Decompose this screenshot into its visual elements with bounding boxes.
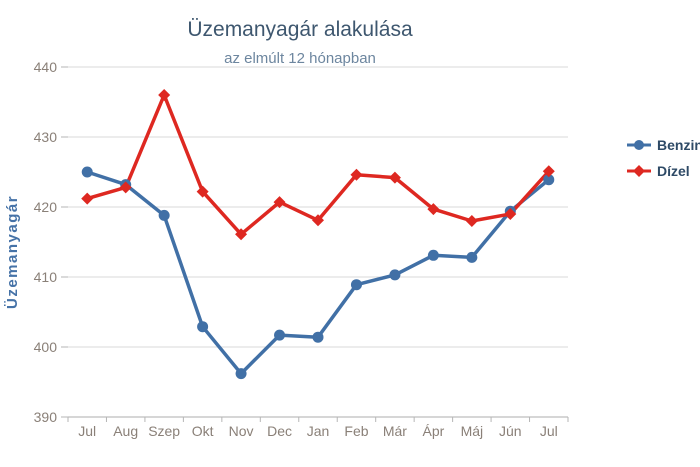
benzin-point-7[interactable] xyxy=(350,279,362,291)
legend-label-benzin: Benzin xyxy=(657,137,700,153)
dizel-line-diamond-marker-icon xyxy=(627,165,651,177)
dzel-point-3[interactable] xyxy=(196,185,209,198)
dzel-point-5[interactable] xyxy=(273,196,286,209)
legend-item-benzin[interactable]: Benzin xyxy=(627,137,700,153)
dzel-point-7[interactable] xyxy=(350,168,363,181)
legend-label-dizel: Dízel xyxy=(657,163,690,179)
dzel-point-10[interactable] xyxy=(465,215,478,227)
dzel-point-4[interactable] xyxy=(235,228,248,241)
dzel-point-12[interactable] xyxy=(542,165,555,178)
y-tick-label: 390 xyxy=(34,409,58,425)
dzel-point-11[interactable] xyxy=(504,208,517,220)
benzin-point-0[interactable] xyxy=(81,166,93,178)
x-tick-label: Jul xyxy=(78,423,96,439)
x-tick-label: Jan xyxy=(307,423,330,439)
x-tick-label: Okt xyxy=(192,423,214,439)
benzin-point-4[interactable] xyxy=(235,368,247,380)
x-tick-label: Nov xyxy=(229,423,254,439)
chart-title: Üzemanyagár alakulása xyxy=(187,18,413,41)
x-tick-label: Már xyxy=(383,423,407,439)
benzin-point-6[interactable] xyxy=(312,331,324,343)
legend-item-dizel[interactable]: Dízel xyxy=(627,163,700,179)
benzin-point-9[interactable] xyxy=(427,249,439,261)
benzin-point-12[interactable] xyxy=(543,174,555,186)
benzin-point-10[interactable] xyxy=(466,251,478,263)
y-tick-label: 420 xyxy=(34,199,58,215)
dzel-point-1[interactable] xyxy=(119,181,132,194)
legend: Benzin Dízel xyxy=(627,137,700,179)
x-tick-label: Ápr xyxy=(422,423,444,439)
x-tick-label: Aug xyxy=(113,423,138,439)
y-tick-label: 430 xyxy=(34,129,58,145)
x-tick-label: Jul xyxy=(540,423,558,439)
dzel-point-0[interactable] xyxy=(81,192,94,205)
benzin-point-5[interactable] xyxy=(274,329,286,341)
benzin-point-8[interactable] xyxy=(389,269,401,281)
y-tick-label: 440 xyxy=(34,59,58,75)
x-tick-label: Máj xyxy=(461,423,484,439)
dzel-point-9[interactable] xyxy=(427,203,440,216)
y-tick-label: 400 xyxy=(34,339,58,355)
x-tick-label: Szep xyxy=(148,423,180,439)
dzel-point-2[interactable] xyxy=(158,89,171,101)
benzin-point-2[interactable] xyxy=(158,209,170,221)
x-tick-label: Feb xyxy=(344,423,368,439)
x-tick-label: Jún xyxy=(499,423,522,439)
benzin-line-circle-marker-icon xyxy=(627,140,651,150)
x-tick-label: Dec xyxy=(267,423,292,439)
benzin-point-3[interactable] xyxy=(197,321,209,333)
dzel-line xyxy=(85,93,551,237)
benzin-line xyxy=(85,170,551,376)
y-tick-label: 410 xyxy=(34,269,58,285)
chart-subtitle: az elmúlt 12 hónapban xyxy=(224,50,376,67)
dzel-point-8[interactable] xyxy=(388,171,401,184)
y-axis-title: Üzemanyagár xyxy=(4,194,21,310)
dzel-point-6[interactable] xyxy=(312,214,324,227)
